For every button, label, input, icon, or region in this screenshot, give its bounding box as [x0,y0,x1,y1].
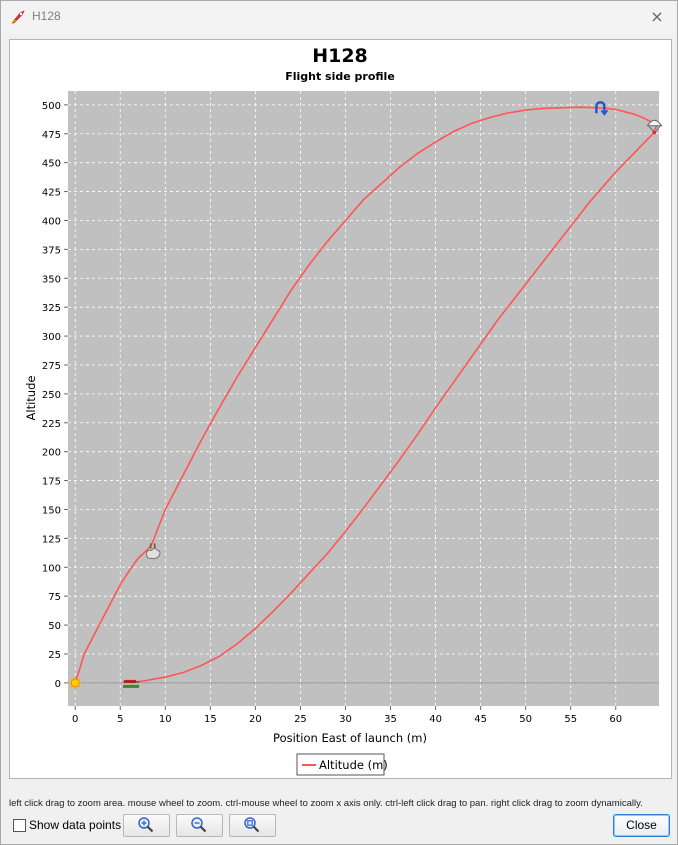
apogee-icon [595,101,609,116]
grid-lines [68,91,659,706]
launch-icon [68,676,82,690]
y-tick-label: 125 [42,534,61,545]
y-tick-label: 25 [48,650,61,661]
x-tick-label: 60 [609,714,622,725]
recovery-icon [646,119,663,135]
zoom-in-button[interactable] [123,814,170,837]
close-button[interactable]: Close [613,814,670,837]
interaction-hint: left click drag to zoom area. mouse whee… [9,798,643,809]
chart-panel[interactable]: H128 Flight side profile 0 25 50 75 100 125 15… [9,39,672,779]
y-tick-label: 400 [42,216,61,227]
x-tick-label: 10 [159,714,172,725]
y-tick-label: 175 [42,477,61,488]
x-tick-label: 25 [294,714,307,725]
show-data-points-label: Show data points [29,818,122,832]
window-close-icon[interactable]: × [650,7,664,26]
y-tick-label: 75 [48,592,61,603]
y-tick-label: 0 [55,679,61,690]
x-axis: 0 5 10 15 20 25 30 35 40 45 50 55 60 [72,706,622,725]
y-tick-label: 325 [42,303,61,314]
y-tick-label: 275 [42,361,61,372]
chart-title: H128 [312,45,368,67]
x-axis-label: Position East of launch (m) [273,731,427,745]
x-tick-label: 0 [72,714,78,725]
x-tick-label: 35 [384,714,397,725]
burnout-icon [146,543,161,560]
y-tick-label: 450 [42,159,61,170]
title-bar[interactable]: H128 × [1,1,677,33]
x-tick-label: 45 [474,714,487,725]
y-tick-label: 375 [42,245,61,256]
altitude-series-line [74,106,658,684]
window-title: H128 [32,9,61,23]
plot-area[interactable] [68,91,659,706]
rocket-app-icon [9,8,27,26]
zoom-fit-icon [244,817,260,833]
y-tick-label: 150 [42,505,61,516]
x-tick-label: 20 [249,714,262,725]
y-tick-label: 425 [42,188,61,199]
show-data-points-checkbox[interactable] [13,819,26,832]
y-tick-label: 50 [48,621,61,632]
x-tick-label: 15 [204,714,217,725]
y-axis: 0 25 50 75 100 125 150 175 200 225 250 275 300 325 350… [42,101,68,690]
flight-events [68,101,663,690]
ground-hit-icon [123,679,140,688]
x-tick-label: 55 [564,714,577,725]
zoom-out-icon [191,817,207,833]
flight-profile-chart[interactable]: H128 Flight side profile 025507510012515… [10,40,671,778]
legend-label: Altitude (m) [319,758,388,772]
y-tick-label: 300 [42,332,61,343]
y-tick-label: 225 [42,419,61,430]
zoom-fit-button[interactable] [229,814,276,837]
y-tick-label: 350 [42,274,61,285]
zoom-out-button[interactable] [176,814,223,837]
y-axis-label: Altitude [24,376,38,421]
y-tick-label: 100 [42,563,61,574]
y-tick-label: 475 [42,130,61,141]
y-tick-label: 500 [42,101,61,112]
legend: Altitude (m) [296,753,388,776]
x-tick-label: 40 [429,714,442,725]
x-tick-label: 5 [117,714,123,725]
chart-subtitle: Flight side profile [285,70,395,83]
y-tick-label: 250 [42,390,61,401]
zoom-in-icon [138,817,154,833]
y-tick-label: 200 [42,448,61,459]
x-tick-label: 30 [339,714,352,725]
x-tick-label: 50 [519,714,532,725]
